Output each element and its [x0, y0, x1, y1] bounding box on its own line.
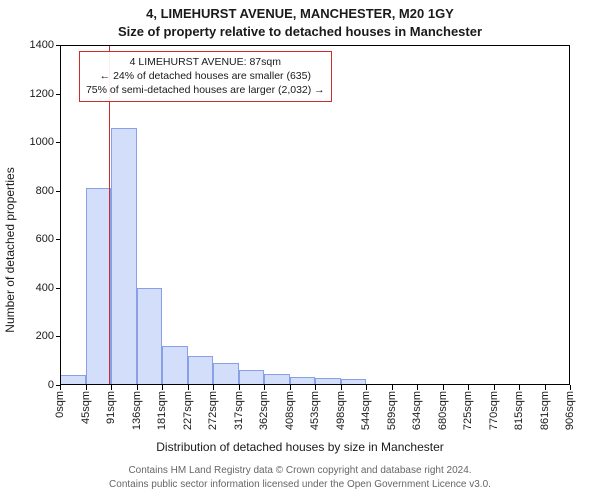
x-tick-mark	[137, 385, 138, 390]
x-tick: 815sqm	[513, 391, 525, 430]
x-tick-mark	[86, 385, 87, 390]
x-tick-mark	[570, 385, 571, 390]
histogram-bar	[188, 356, 214, 385]
histogram-bar	[162, 346, 188, 385]
x-tick: 362sqm	[258, 391, 270, 430]
x-tick-mark	[494, 385, 495, 390]
y-tick: 1200	[30, 88, 60, 100]
x-tick: 725sqm	[462, 391, 474, 430]
x-tick-mark	[188, 385, 189, 390]
histogram-bar	[60, 375, 86, 385]
x-tick-mark	[290, 385, 291, 390]
x-tick-mark	[366, 385, 367, 390]
footer-line1: Contains HM Land Registry data © Crown c…	[0, 465, 600, 476]
x-tick-mark	[341, 385, 342, 390]
x-tick: 227sqm	[182, 391, 194, 430]
y-tick: 0	[48, 379, 60, 391]
histogram-bar	[341, 379, 367, 385]
x-tick: 589sqm	[386, 391, 398, 430]
x-tick-mark	[468, 385, 469, 390]
x-tick: 181sqm	[156, 391, 168, 430]
histogram-bar	[315, 378, 341, 385]
annotation-line1: 4 LIMEHURST AVENUE: 87sqm	[86, 55, 325, 69]
histogram-bar	[213, 363, 239, 385]
x-tick-mark	[60, 385, 61, 390]
x-tick-mark	[239, 385, 240, 390]
x-tick: 544sqm	[360, 391, 372, 430]
x-tick: 408sqm	[284, 391, 296, 430]
x-tick: 0sqm	[54, 391, 66, 418]
x-tick: 906sqm	[564, 391, 576, 430]
x-tick-mark	[315, 385, 316, 390]
x-tick-mark	[519, 385, 520, 390]
x-tick-mark	[417, 385, 418, 390]
histogram-bar	[239, 370, 265, 385]
y-tick: 800	[36, 185, 60, 197]
y-tick: 1000	[30, 136, 60, 148]
histogram-bar	[137, 288, 163, 385]
plot-area: 02004006008001000120014000sqm45sqm91sqm1…	[60, 45, 570, 385]
x-tick-mark	[392, 385, 393, 390]
annotation-line3: 75% of semi-detached houses are larger (…	[86, 83, 325, 97]
x-axis-label: Distribution of detached houses by size …	[0, 440, 600, 454]
footer-line2: Contains public sector information licen…	[0, 479, 600, 490]
x-tick: 317sqm	[233, 391, 245, 430]
histogram-bar	[290, 377, 316, 386]
x-tick: 770sqm	[488, 391, 500, 430]
y-tick: 400	[36, 282, 60, 294]
x-tick-mark	[264, 385, 265, 390]
x-tick: 272sqm	[207, 391, 219, 430]
x-tick: 634sqm	[411, 391, 423, 430]
histogram-bar	[86, 188, 112, 385]
chart-title-line2: Size of property relative to detached ho…	[0, 24, 600, 39]
x-tick: 861sqm	[539, 391, 551, 430]
y-tick: 200	[36, 330, 60, 342]
x-tick: 498sqm	[335, 391, 347, 430]
y-axis-label: Number of detached properties	[3, 167, 17, 332]
histogram-bar	[111, 128, 137, 385]
annotation-line2: ← 24% of detached houses are smaller (63…	[86, 69, 325, 83]
x-tick: 136sqm	[131, 391, 143, 430]
x-tick: 45sqm	[80, 391, 92, 424]
x-tick: 680sqm	[437, 391, 449, 430]
x-tick-mark	[545, 385, 546, 390]
histogram-bar	[264, 374, 290, 385]
x-tick: 453sqm	[309, 391, 321, 430]
y-tick: 1400	[30, 39, 60, 51]
x-tick-mark	[162, 385, 163, 390]
x-tick-mark	[443, 385, 444, 390]
x-tick-mark	[213, 385, 214, 390]
chart-container: 4, LIMEHURST AVENUE, MANCHESTER, M20 1GY…	[0, 0, 600, 500]
x-tick-mark	[111, 385, 112, 390]
x-tick: 91sqm	[105, 391, 117, 424]
marker-annotation: 4 LIMEHURST AVENUE: 87sqm ← 24% of detac…	[79, 51, 332, 102]
y-tick: 600	[36, 233, 60, 245]
chart-title-line1: 4, LIMEHURST AVENUE, MANCHESTER, M20 1GY	[0, 6, 600, 21]
